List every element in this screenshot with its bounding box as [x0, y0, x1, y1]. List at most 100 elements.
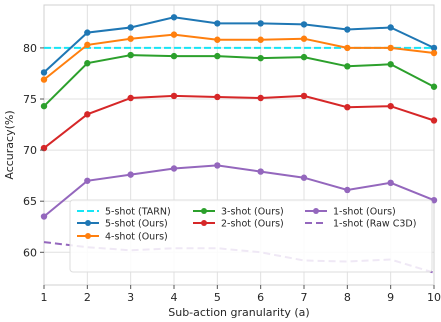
- y-tick-label: 70: [23, 144, 37, 157]
- data-point-3-shot-ours: [430, 83, 438, 90]
- data-point-4-shot-ours: [300, 35, 308, 42]
- data-point-5-shot-ours: [170, 14, 178, 21]
- data-point-5-shot-ours: [344, 26, 351, 33]
- data-point-5-shot-ours: [430, 44, 438, 52]
- legend-label: 5-shot (Ours): [105, 219, 168, 230]
- legend-label: 1-shot (Ours): [333, 207, 396, 218]
- series-line-5-shot-ours: [43, 16, 435, 74]
- data-point-4-shot-ours: [214, 36, 221, 43]
- y-axis-label: Accuracy(%): [3, 110, 16, 179]
- legend-item-5-shot-tarn: 5-shot (TARN): [77, 207, 171, 218]
- data-point-1-shot-ours: [387, 179, 394, 187]
- data-point-4-shot-ours: [84, 41, 91, 49]
- x-axis-label: Sub-action granularity (a): [168, 306, 309, 319]
- series-1-shot-ours: [40, 162, 438, 220]
- legend: 5-shot (TARN)5-shot (Ours) 4-shot (Ours) 3…: [69, 199, 433, 273]
- data-point-3-shot-ours: [170, 52, 178, 60]
- x-tick-label: 7: [301, 291, 308, 304]
- x-tick-label: 8: [344, 291, 351, 304]
- series-2-shot-ours: [40, 92, 438, 152]
- y-tick-label: 60: [23, 246, 37, 259]
- legend-marker: [201, 208, 207, 214]
- data-point-3-shot-ours: [84, 60, 91, 67]
- data-point-2-shot-ours: [430, 117, 438, 124]
- y-tick-label: 65: [23, 195, 37, 208]
- x-tick-label: 10: [427, 291, 441, 304]
- data-point-3-shot-ours: [40, 102, 48, 110]
- series-layer: [40, 14, 438, 274]
- legend-item-2-shot-ours: 2-shot (Ours): [193, 219, 284, 230]
- legend-label: 2-shot (Ours): [221, 219, 284, 230]
- data-point-1-shot-ours: [214, 162, 221, 169]
- data-point-4-shot-ours: [127, 35, 134, 42]
- data-point-3-shot-ours: [344, 63, 351, 70]
- legend-marker: [85, 220, 91, 226]
- legend-label: 3-shot (Ours): [221, 207, 284, 218]
- data-point-5-shot-ours: [387, 24, 394, 31]
- series-line-4-shot-ours: [43, 33, 435, 81]
- data-point-3-shot-ours: [127, 51, 134, 59]
- data-point-1-shot-ours: [257, 168, 264, 175]
- data-point-5-shot-ours: [127, 24, 134, 31]
- legend-label: 1-shot (Raw C3D): [333, 219, 416, 230]
- x-tick-label: 9: [387, 291, 394, 304]
- data-point-2-shot-ours: [300, 92, 308, 100]
- data-point-4-shot-ours: [170, 31, 178, 38]
- data-point-4-shot-ours: [387, 44, 394, 52]
- x-tick-label: 2: [84, 291, 91, 304]
- data-point-1-shot-ours: [344, 186, 351, 194]
- series-3-shot-ours: [40, 51, 438, 110]
- data-point-2-shot-ours: [84, 111, 91, 118]
- data-point-4-shot-ours: [257, 36, 264, 43]
- series-4-shot-ours: [40, 31, 438, 83]
- legend-marker: [201, 220, 207, 226]
- data-point-5-shot-ours: [214, 20, 221, 27]
- legend-item-3-shot-ours: 3-shot (Ours): [193, 207, 284, 218]
- data-point-2-shot-ours: [214, 93, 221, 101]
- y-axis-ticks: 60 65 70 75 80: [23, 42, 44, 259]
- data-point-5-shot-ours: [84, 29, 91, 36]
- data-point-3-shot-ours: [257, 54, 264, 62]
- legend-item-1-shot-raw-c3d: 1-shot (Raw C3D): [305, 219, 416, 230]
- data-point-1-shot-ours: [170, 165, 178, 172]
- data-point-3-shot-ours: [387, 61, 394, 68]
- data-point-1-shot-ours: [40, 213, 48, 220]
- data-point-2-shot-ours: [127, 94, 134, 102]
- series-line-2-shot-ours: [43, 94, 435, 149]
- legend-item-1-shot-ours: 1-shot (Ours): [305, 207, 396, 218]
- data-point-4-shot-ours: [344, 44, 351, 52]
- legend-label: 4-shot (Ours): [105, 232, 168, 243]
- y-tick-label: 75: [23, 93, 37, 106]
- data-point-2-shot-ours: [387, 102, 394, 110]
- legend-box: [69, 199, 433, 273]
- data-point-2-shot-ours: [257, 94, 264, 102]
- series-line-3-shot-ours: [43, 54, 435, 107]
- data-point-3-shot-ours: [214, 52, 221, 60]
- data-point-2-shot-ours: [170, 92, 178, 100]
- data-point-1-shot-ours: [430, 196, 438, 204]
- data-point-1-shot-ours: [127, 171, 134, 178]
- data-point-5-shot-ours: [257, 20, 264, 27]
- data-point-4-shot-ours: [430, 49, 438, 57]
- data-point-5-shot-ours: [300, 21, 308, 28]
- x-tick-label: 6: [257, 291, 264, 304]
- x-tick-label: 3: [127, 291, 134, 304]
- y-tick-label: 80: [23, 42, 37, 55]
- data-point-1-shot-ours: [300, 174, 308, 181]
- series-line-1-shot-ours: [43, 164, 435, 218]
- data-point-3-shot-ours: [300, 53, 308, 61]
- x-tick-label: 4: [171, 291, 178, 304]
- legend-marker: [313, 208, 319, 214]
- data-point-5-shot-ours: [40, 69, 48, 76]
- legend-item-5-shot-ours: 5-shot (Ours): [77, 219, 168, 230]
- data-point-2-shot-ours: [344, 103, 351, 111]
- x-tick-label: 1: [41, 291, 48, 304]
- data-point-1-shot-ours: [84, 177, 91, 184]
- x-axis-ticks: 1 2 3 4 5 6 7 8 9 10: [41, 285, 441, 304]
- legend-label: 5-shot (TARN): [105, 207, 171, 218]
- data-point-4-shot-ours: [40, 76, 48, 83]
- x-tick-label: 5: [214, 291, 221, 304]
- legend-marker: [85, 233, 91, 239]
- legend-item-4-shot-ours: 4-shot (Ours): [77, 232, 168, 243]
